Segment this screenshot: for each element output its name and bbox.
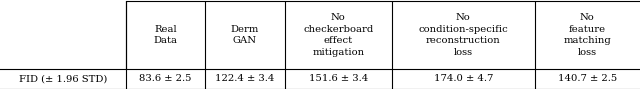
Text: Derm
GAN: Derm GAN [231, 25, 259, 45]
Text: No
condition-specific
reconstruction
loss: No condition-specific reconstruction los… [419, 13, 508, 57]
Text: No
feature
matching
loss: No feature matching loss [563, 13, 611, 57]
Text: 83.6 ± 2.5: 83.6 ± 2.5 [139, 74, 192, 83]
Text: FID (± 1.96 STD): FID (± 1.96 STD) [19, 74, 107, 83]
Text: 140.7 ± 2.5: 140.7 ± 2.5 [557, 74, 617, 83]
Text: 174.0 ± 4.7: 174.0 ± 4.7 [434, 74, 493, 83]
Text: Real
Data: Real Data [154, 25, 177, 45]
Text: 122.4 ± 3.4: 122.4 ± 3.4 [215, 74, 275, 83]
Text: 151.6 ± 3.4: 151.6 ± 3.4 [308, 74, 368, 83]
Text: No
checkerboard
effect
mitigation: No checkerboard effect mitigation [303, 13, 374, 57]
